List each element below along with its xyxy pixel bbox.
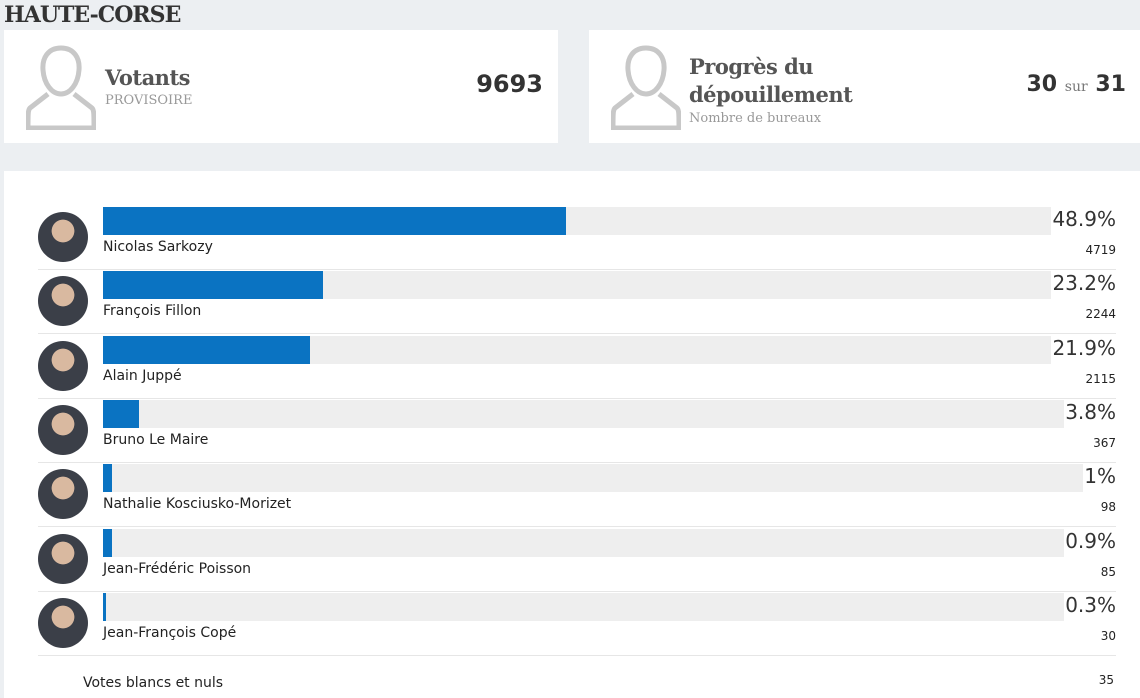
blank-votes: 35 — [1098, 673, 1114, 687]
percent-label: 0.9% — [1065, 528, 1116, 553]
result-row: 3.8% Bruno Le Maire 367 — [38, 398, 1116, 463]
person-icon — [26, 45, 96, 130]
vote-count: 85 — [1100, 564, 1116, 579]
percent-label: 1% — [1084, 464, 1116, 489]
card-title: Votants — [105, 65, 190, 90]
blank-label: Votes blancs et nuls — [83, 675, 224, 691]
bar-track — [103, 335, 1051, 364]
vote-count: 30 — [1100, 628, 1116, 643]
percent-label: 21.9% — [1052, 335, 1116, 360]
progress-done: 30 — [1026, 72, 1058, 97]
candidate-photo — [38, 533, 88, 584]
candidate-photo — [38, 404, 88, 455]
result-row: 0.3% Jean-François Copé 30 — [38, 591, 1116, 656]
bar — [103, 399, 139, 428]
candidate-photo — [38, 212, 88, 262]
vote-count: 2115 — [1085, 371, 1116, 386]
card-subtitle: Nombre de bureaux — [689, 111, 822, 126]
card-title: Progrès du dépouillement — [689, 54, 853, 107]
candidate-name: Jean-Frédéric Poisson — [103, 560, 252, 577]
bar — [103, 528, 112, 557]
result-row: 1% Nathalie Kosciusko-Morizet 98 — [38, 462, 1116, 528]
bar — [103, 335, 311, 364]
progress-separator: sur — [1064, 79, 1088, 95]
bar — [103, 207, 567, 235]
bar-track — [103, 592, 1064, 621]
result-row: 21.9% Alain Juppé 2115 — [38, 334, 1116, 399]
percent-label: 23.2% — [1052, 271, 1116, 296]
voters-value: 9693 — [476, 70, 543, 98]
vote-count: 98 — [1100, 500, 1116, 515]
percent-label: 3.8% — [1065, 399, 1116, 424]
candidate-photo — [38, 276, 88, 327]
candidate-photo — [38, 469, 88, 520]
percent-label: 0.3% — [1065, 592, 1116, 617]
vote-count: 2244 — [1085, 307, 1116, 322]
bar — [103, 464, 113, 493]
progress-total: 31 — [1095, 72, 1126, 97]
candidate-name: Jean-François Copé — [103, 624, 237, 641]
progress-card: Progrès du dépouillement Nombre de burea… — [589, 30, 1140, 143]
bar — [103, 592, 106, 621]
candidate-photo — [38, 340, 88, 391]
results-panel: Votes blancs et nuls 35 48.9% Nicolas Sar… — [4, 171, 1140, 698]
candidate-photo — [38, 597, 88, 648]
person-icon — [611, 45, 681, 130]
vote-count: 4719 — [1085, 243, 1116, 257]
bar — [103, 271, 323, 300]
result-row: 0.9% Jean-Frédéric Poisson 85 — [38, 527, 1116, 592]
candidate-name: Nathalie Kosciusko-Morizet — [103, 496, 292, 513]
bar-track — [103, 207, 1051, 235]
candidate-name: Alain Juppé — [103, 367, 182, 384]
candidate-name: Nicolas Sarkozy — [103, 239, 213, 255]
percent-label: 48.9% — [1052, 207, 1116, 231]
region-title: HAUTE-CORSE — [4, 2, 181, 28]
bar-track — [103, 399, 1064, 428]
bar-track — [103, 464, 1083, 493]
vote-count: 367 — [1093, 435, 1116, 450]
result-row: 48.9% Nicolas Sarkozy 4719 — [38, 205, 1116, 270]
voters-card: Votants PROVISOIRE 9693 — [4, 30, 558, 143]
bar-track — [103, 271, 1051, 300]
bar-track — [103, 528, 1064, 557]
candidate-name: Bruno Le Maire — [103, 431, 209, 448]
result-row: 23.2% François Fillon 2244 — [38, 269, 1116, 335]
candidate-name: François Fillon — [103, 303, 202, 320]
progress-value: 30 sur 31 — [1027, 72, 1127, 97]
card-subtitle: PROVISOIRE — [105, 93, 193, 108]
